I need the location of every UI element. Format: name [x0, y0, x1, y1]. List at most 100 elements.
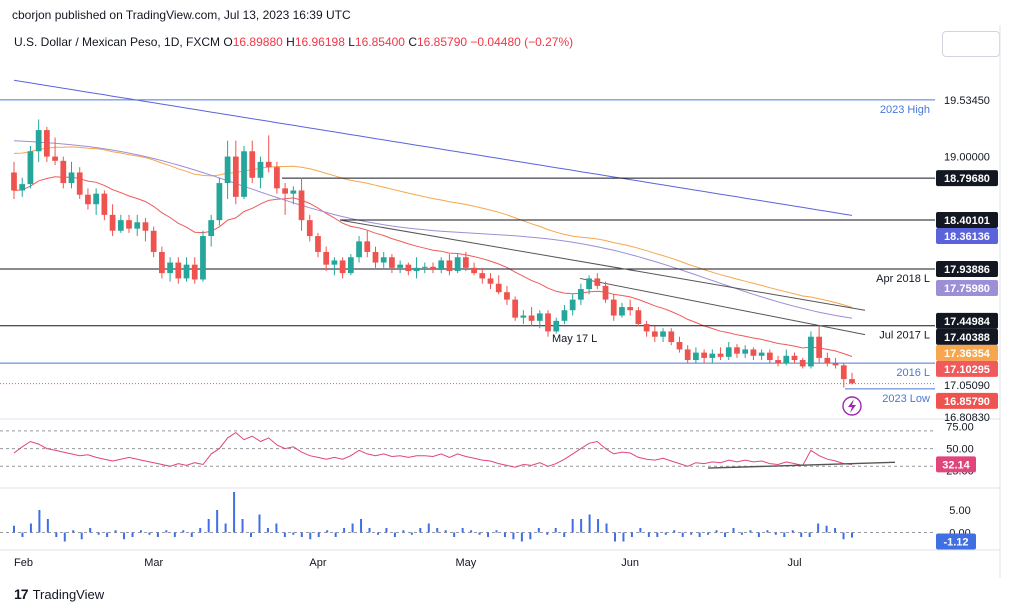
momentum-pane: 5.000.00-1.12 [0, 492, 976, 550]
momentum-bar [182, 530, 185, 533]
candle-body [454, 257, 461, 272]
candle-body [742, 349, 749, 354]
candle-body [586, 278, 592, 290]
momentum-bar [173, 532, 176, 537]
candle-body [93, 193, 100, 205]
momentum-bar [580, 519, 583, 533]
candle-body [27, 151, 34, 185]
price-axis-label: 16.85790 [944, 396, 990, 408]
candle-body [43, 130, 50, 157]
candle-body [421, 266, 428, 268]
momentum-bar [351, 523, 354, 533]
candle-body [512, 299, 519, 318]
momentum-bar [250, 532, 253, 537]
momentum-bar [783, 532, 786, 537]
alert-icon[interactable] [842, 396, 862, 416]
price-axis-label: 17.75980 [944, 283, 990, 295]
tradingview-logo-icon[interactable]: 17 [14, 586, 29, 602]
symbol-name[interactable]: U.S. Dollar / Mexican Peso, 1D, FXCM [14, 35, 221, 49]
rsi-axis-label: 50.00 [946, 444, 974, 456]
momentum-bar [613, 532, 616, 542]
momentum-bar [258, 514, 261, 533]
price-badge [936, 392, 998, 409]
time-axis-label: Feb [14, 557, 33, 569]
candle-body [783, 355, 790, 364]
momentum-bar [72, 530, 75, 533]
candle-body [430, 266, 436, 270]
candle-body [651, 331, 658, 337]
candle-body [19, 184, 26, 191]
candle-body [315, 236, 321, 252]
candle-body [372, 251, 379, 263]
momentum-bar [851, 532, 853, 538]
price-axis-label: 18.40101 [944, 215, 990, 227]
candle-body [249, 151, 256, 178]
close-value: 16.85790 [417, 35, 468, 49]
candle-body [528, 315, 535, 321]
momentum-bar [393, 532, 396, 537]
candle-body [339, 260, 346, 274]
momentum-current: -1.12 [943, 537, 968, 549]
momentum-bar [317, 532, 320, 537]
candle-body [356, 241, 362, 258]
momentum-bar [427, 523, 430, 533]
momentum-bar [461, 528, 464, 533]
candle-body [117, 220, 124, 231]
momentum-bar [503, 532, 506, 537]
price-axis-label: 17.36354 [944, 348, 991, 360]
candle-body [167, 262, 173, 274]
candle-body [495, 283, 502, 293]
momentum-bar [520, 532, 523, 542]
momentum-bar [292, 532, 295, 535]
price-axis-label: 17.93886 [944, 264, 990, 276]
momentum-bar [283, 532, 286, 537]
price-axis-label: 17.05090 [944, 380, 990, 392]
candle-body [389, 257, 395, 268]
momentum-bar [55, 532, 58, 537]
candle-body [709, 353, 716, 358]
open-label: O [223, 35, 233, 49]
momentum-bar [46, 519, 49, 533]
momentum-bar [664, 532, 667, 535]
price-badge [936, 344, 998, 361]
footer: 17 TradingView [14, 586, 104, 602]
rsi-line [13, 431, 853, 468]
candle-body [85, 194, 91, 205]
candle-body [627, 307, 634, 311]
candle-body [298, 190, 305, 221]
high-label: H [286, 35, 295, 49]
momentum-bar [724, 532, 727, 537]
momentum-bar [707, 532, 710, 535]
momentum-bar [512, 532, 515, 540]
candle-body [816, 336, 823, 358]
candle-body [274, 167, 280, 189]
candle-body [60, 160, 67, 184]
momentum-bar [233, 492, 236, 533]
trendlines [339, 219, 866, 336]
momentum-bar [21, 532, 24, 537]
momentum-bar [825, 525, 828, 533]
level-label: 2023 High [880, 104, 930, 116]
candle-body [504, 292, 510, 300]
candle-body [306, 220, 313, 237]
candle-body [660, 331, 666, 337]
open-value: 16.89880 [232, 35, 283, 49]
candle-body [676, 342, 683, 350]
momentum-bar [199, 528, 202, 533]
momentum-bar [89, 528, 92, 533]
candle-body [290, 190, 297, 194]
candle-body [561, 310, 568, 321]
candle-body [520, 315, 527, 318]
momentum-bar [29, 523, 32, 533]
price-axis-label: 18.79680 [944, 173, 990, 185]
price-badge [936, 312, 998, 329]
momentum-bar [385, 528, 388, 533]
ma-200-line [13, 79, 853, 216]
candle-body [487, 278, 494, 284]
candle-body [684, 349, 691, 361]
candle-body [553, 320, 560, 332]
rsi-current: 32.14 [942, 459, 970, 471]
price-axis-label: 19.53450 [944, 95, 990, 107]
